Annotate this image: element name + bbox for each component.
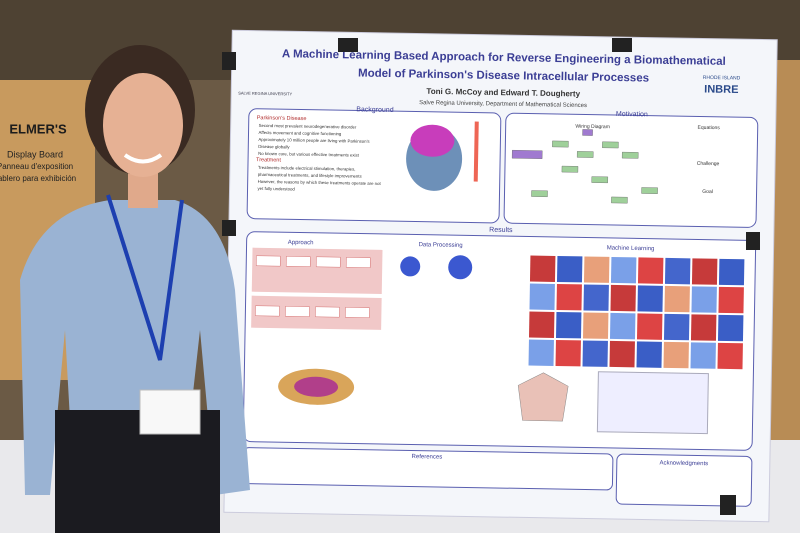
results-table [596, 371, 709, 435]
scatter-cloud [448, 255, 473, 280]
heatmap-tile [610, 284, 636, 312]
heatmap-tile [609, 340, 635, 368]
section-heading: References [412, 454, 443, 461]
binder-clips [222, 38, 760, 515]
heatmap-tile [609, 312, 636, 340]
section-heading: Acknowledgments [659, 460, 708, 467]
poster-affiliation: Salve Regina University, Department of M… [419, 100, 587, 109]
bullet-text: Approximately 10 million people are livi… [258, 137, 369, 144]
subheading: Challenge [697, 161, 720, 167]
bullet-text: yet fully understood [258, 186, 296, 192]
section-heading: Data Processing [419, 242, 463, 249]
poster-title: Model of Parkinson's Disease Intracellul… [358, 68, 649, 85]
brain-image [410, 124, 455, 157]
section-heading: Approach [288, 240, 314, 246]
heatmap-tile [529, 255, 556, 282]
heatmap-tile [637, 285, 663, 312]
heatmap-tile [664, 285, 690, 313]
bullet-text: pharmaceutical treatments, and lifestyle… [258, 172, 362, 179]
heatmap-tile [690, 314, 717, 341]
panel-motivation [503, 112, 759, 228]
name-badge [139, 389, 201, 435]
logo-right: INBRE [704, 83, 738, 96]
subheading: Goal [702, 189, 713, 195]
logo-right: RHODE ISLAND [703, 75, 741, 82]
heatmap-tile [636, 313, 663, 340]
heatmap-tile [717, 314, 744, 342]
heatmap-tile [637, 257, 664, 284]
heatmap-tile [582, 340, 608, 367]
face [103, 73, 183, 177]
bullet-text: Disease globally [258, 144, 290, 150]
heatmap-tile [556, 255, 583, 283]
shirt [20, 200, 250, 495]
bullet-text: Affects movement and cognitive functioni… [258, 130, 341, 136]
wiring-diagram [511, 129, 658, 204]
heatmap-tile [664, 257, 691, 285]
box-text: Tablero para exhibición [0, 174, 76, 183]
smile [123, 153, 163, 164]
heatmap-tile [528, 339, 554, 366]
heatmap-tile [663, 341, 689, 369]
heatmap-tile [718, 286, 744, 314]
heatmap-grid [528, 255, 745, 370]
heatmap-tile [583, 284, 609, 311]
heatmap-tile [582, 312, 609, 339]
subheading: Parkinson's Disease [257, 115, 307, 122]
scatter-cloud [400, 256, 421, 277]
heatmap-tile [691, 258, 718, 285]
poster-authors: Toni G. McCoy and Edward T. Dougherty [426, 87, 580, 99]
subheading: Treatment [256, 157, 281, 163]
bullet-text: Treatments include electrical stimulatio… [258, 165, 356, 172]
subheading: Equations [698, 125, 721, 131]
person [20, 45, 250, 533]
heatmap-tile [529, 311, 555, 338]
radar-chart [517, 372, 569, 422]
section-heading: Background [356, 106, 394, 114]
bullet-text: Second most prevalent neurodegenerative … [259, 123, 357, 130]
heatmap-tile [718, 258, 745, 286]
scatter-cloud [294, 376, 339, 397]
flowchart-steps [255, 255, 371, 318]
heatmap-tile [690, 342, 716, 369]
heatmap-tile [555, 311, 582, 339]
heatmap-tile [556, 283, 582, 311]
poster: A Machine Learning Based Approach for Re… [223, 29, 778, 523]
heatmap-tile [691, 286, 717, 313]
box-brand: ELMER'S [9, 121, 67, 136]
bullet-list: Treatments include electrical stimulatio… [258, 165, 382, 192]
color-scale [473, 121, 479, 182]
bullet-text: No known cure, but various effective tre… [258, 151, 360, 158]
heatmap-tile [555, 339, 581, 367]
bullet-text: However, the reasons by which these trea… [258, 179, 382, 186]
panel-acknowledgments [615, 453, 753, 507]
flowchart [251, 247, 383, 294]
section-heading: Machine Learning [607, 245, 655, 252]
subheading: Wiring Diagram [575, 124, 610, 131]
bullet-list: Second most prevalent neurodegenerative … [258, 123, 369, 158]
logo-left: SALVE REGINA UNIVERSITY [238, 90, 292, 96]
section-heading: Motivation [616, 111, 648, 119]
heatmap-tile [717, 342, 743, 370]
heatmap-tile [583, 256, 610, 283]
lanyard [106, 194, 184, 361]
heatmap-tile [663, 313, 690, 341]
box-text: Panneau d'exposition [0, 162, 73, 171]
heatmap-tile [610, 256, 637, 284]
heatmap-tile [636, 341, 662, 368]
heatmap-tile [529, 283, 555, 310]
box-text: Display Board [7, 149, 63, 159]
section-heading: Results [489, 227, 513, 234]
